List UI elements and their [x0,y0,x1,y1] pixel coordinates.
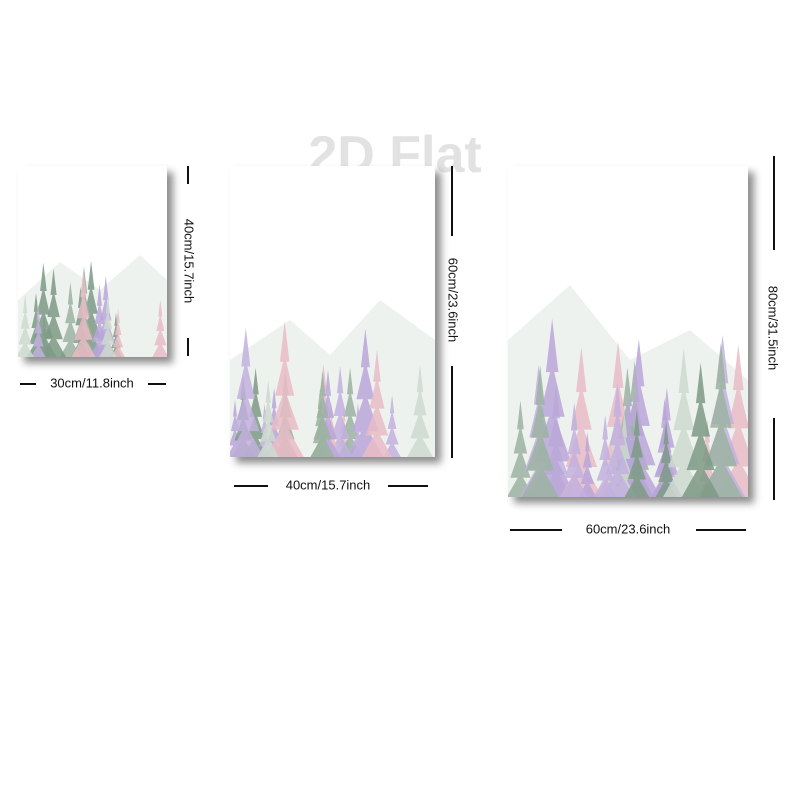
tree [361,349,393,457]
poster-art [230,300,435,457]
tree [624,409,650,497]
tree [71,270,96,357]
tree [230,327,264,457]
tree [18,294,34,357]
tree [521,365,559,497]
poster-art [508,285,748,497]
width-label: 40cm/15.7inch [286,477,371,492]
tree [578,432,597,497]
tree [383,394,401,457]
poster-art [18,255,167,357]
tree [407,364,433,457]
tree [655,421,677,497]
width-label: 30cm/11.8inch [50,375,134,390]
tree [30,304,46,357]
tree [99,294,117,357]
tree [257,379,280,457]
height-label: 40cm/15.7inch [182,219,197,304]
height-label: 60cm/23.6inch [446,258,461,343]
tree [350,402,366,457]
tree [111,308,125,357]
tree [152,299,167,357]
width-label: 60cm/23.6inch [586,521,671,536]
tree [508,400,534,497]
tree [593,414,617,497]
tree [310,388,330,457]
tree [681,362,720,497]
tree [41,268,66,357]
height-label: 80cm/31.5inch [766,286,781,371]
tree [560,402,588,497]
tree [265,320,304,457]
